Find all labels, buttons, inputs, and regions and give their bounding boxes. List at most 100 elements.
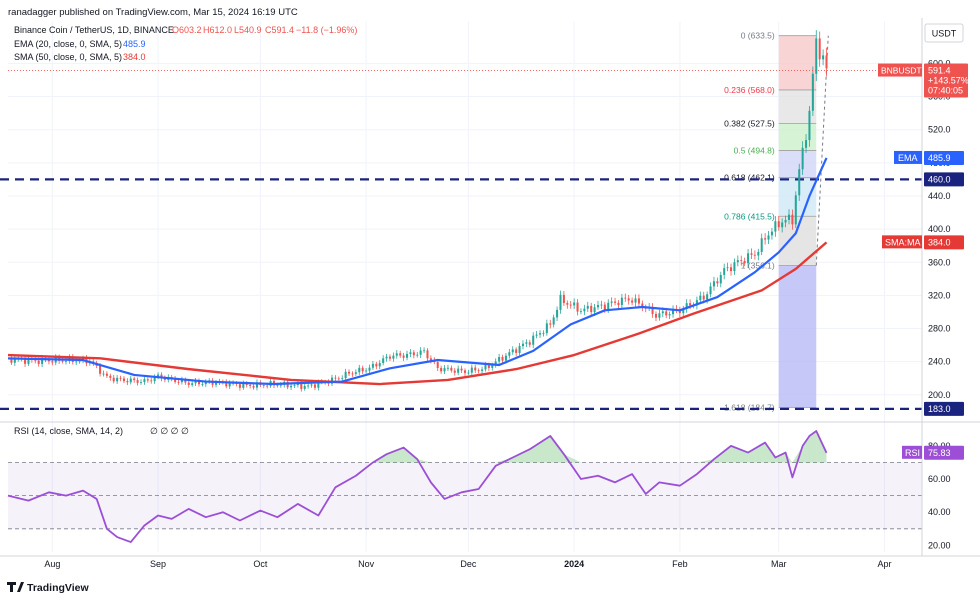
symbol-tag-bg	[878, 63, 922, 77]
fib-zone	[778, 150, 817, 178]
candle-body	[596, 304, 600, 308]
candle-body	[276, 385, 279, 387]
candle-body	[511, 349, 514, 353]
rsi-overbought-fill	[512, 449, 530, 463]
rsi-overbought-fill	[816, 430, 827, 463]
rsi-overbought-fill	[386, 447, 404, 463]
fib-zone	[778, 265, 817, 408]
candle-body	[313, 384, 316, 388]
sma-legend: SMA (50, close, 0, SMA, 5)	[14, 52, 122, 62]
hline-value-tag-bg	[924, 401, 964, 416]
candle-body	[460, 368, 463, 371]
candle-body	[242, 383, 245, 388]
candle-body	[787, 214, 791, 220]
currency-button[interactable]	[924, 23, 964, 43]
horizontal-lines	[0, 178, 922, 410]
ema-value-tag-bg	[924, 150, 964, 165]
candle-body	[412, 352, 415, 356]
candle-body	[13, 359, 16, 363]
candle-body	[815, 38, 818, 74]
candle-body	[102, 373, 105, 375]
candle-body	[719, 274, 722, 284]
price-tick-label: 360.0	[928, 257, 951, 267]
candle-body	[586, 305, 589, 309]
candle-body	[825, 55, 828, 69]
candle-body	[658, 313, 661, 318]
rsi-tick-label: 40.00	[928, 507, 951, 517]
candle-body	[143, 379, 146, 383]
rsi-panel	[7, 430, 922, 543]
candle-body	[539, 333, 542, 335]
candle-body	[757, 251, 760, 256]
candle-body	[197, 380, 201, 385]
candle-body	[695, 300, 698, 306]
candle-body	[805, 140, 808, 148]
candle-body	[487, 365, 490, 368]
time-tick-label: Nov	[358, 559, 375, 569]
candle-body	[317, 382, 320, 388]
tradingview-logo: TradingView	[7, 582, 89, 594]
candle-body	[634, 298, 637, 303]
candle-body	[463, 370, 467, 373]
fib-level-label: 0.382 (527.5)	[724, 118, 775, 128]
sma-legend-value: 384.0	[123, 52, 146, 62]
candle-body	[747, 253, 750, 264]
candle-body	[225, 381, 228, 387]
candle-body	[300, 383, 303, 389]
candle-body	[665, 311, 668, 316]
rsi-overbought-fill	[731, 445, 749, 463]
candle-body	[392, 355, 395, 359]
time-tick-label: 2024	[564, 559, 584, 569]
candle-body	[603, 304, 606, 310]
candle-body	[385, 356, 388, 359]
candle-body	[559, 294, 562, 310]
price-tick-label: 280.0	[928, 324, 951, 334]
candle-body	[375, 363, 378, 367]
candle-body	[583, 308, 586, 312]
candle-body	[740, 260, 743, 262]
ema-value-tag: 485.9	[928, 153, 951, 163]
candle-body	[405, 353, 409, 358]
candle-body	[122, 378, 125, 382]
price-tick-label: 440.0	[928, 191, 951, 201]
candle-body	[388, 356, 391, 359]
candle-body	[416, 354, 419, 356]
rsi-overbought-fill	[792, 445, 803, 463]
candle-body	[310, 384, 313, 386]
candle-body	[180, 379, 183, 383]
candle-body	[545, 323, 548, 334]
candle-body	[729, 267, 733, 272]
price-tick-label: 240.0	[928, 357, 951, 367]
candle-body	[75, 361, 78, 363]
rsi-tag: RSI	[905, 448, 920, 458]
candle-body	[419, 350, 422, 355]
ema20-line	[7, 157, 828, 386]
rsi-overbought-fill	[802, 435, 810, 463]
candle-body	[498, 356, 501, 362]
candle-body	[579, 311, 582, 313]
candle-body	[358, 367, 361, 373]
rsi-overbought-fill	[696, 459, 714, 463]
candle-body	[685, 303, 688, 309]
last-price-tag: 591.4	[928, 66, 951, 76]
candle-body	[157, 374, 160, 378]
candle-body	[767, 235, 770, 240]
candle-body	[801, 147, 804, 170]
fib-level-label: 0.618 (462.1)	[724, 173, 775, 183]
time-tick-label: Sep	[150, 559, 166, 569]
sma-tag: SMA:MA	[885, 237, 921, 247]
candle-body	[470, 367, 473, 373]
candle-body	[440, 367, 443, 372]
sma50-line	[7, 241, 828, 386]
candle-body	[409, 352, 412, 354]
candle-body	[105, 373, 108, 376]
hline-value-tag: 183.0	[928, 404, 951, 414]
candle-body	[34, 359, 37, 361]
rsi-overbought-fill	[495, 457, 513, 463]
candle-body	[661, 311, 664, 314]
candle-body	[733, 262, 736, 272]
candle-body	[341, 378, 344, 379]
candle-body	[423, 350, 426, 352]
candle-body	[784, 219, 787, 223]
candle-body	[279, 384, 282, 386]
